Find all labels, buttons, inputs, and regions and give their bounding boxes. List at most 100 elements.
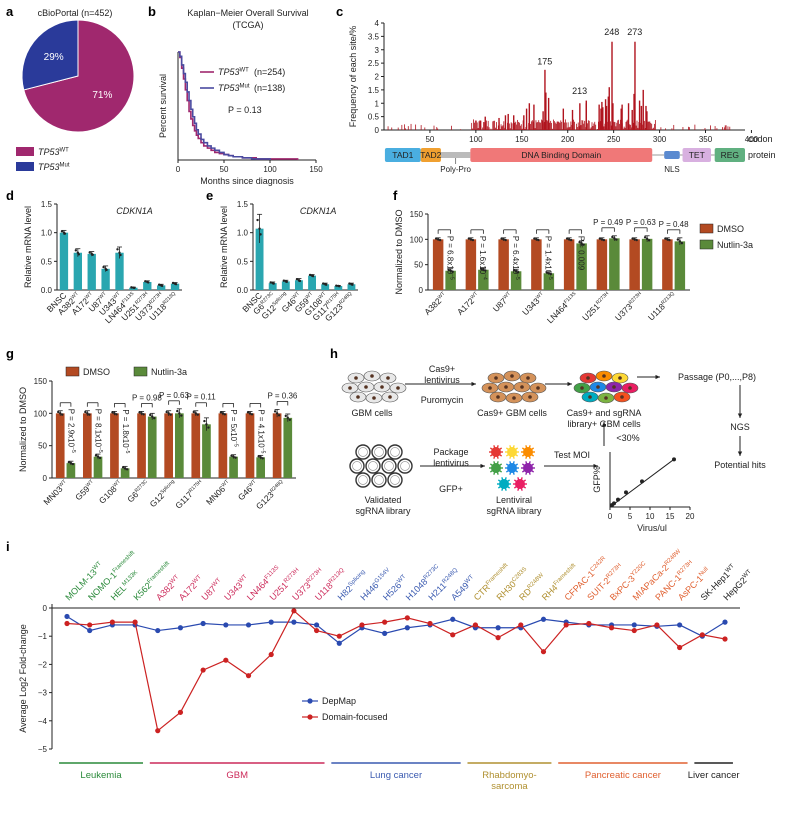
domain-block <box>714 148 745 162</box>
label-superscript: Splicing <box>159 479 176 496</box>
data-point <box>545 271 549 274</box>
data-point <box>512 269 516 272</box>
codon-bar <box>561 121 563 130</box>
panel-i-foldchange-chart: 0 −1 −2 −3 −4 −5 Average Log2 Fold-change DepMa… <box>18 548 753 792</box>
cell-nucleus <box>396 386 400 390</box>
codon-bar <box>515 121 517 130</box>
y-tick-label: −1 <box>38 632 48 641</box>
bar-dmso <box>82 413 92 478</box>
codon-bar <box>615 126 617 130</box>
scatter-point <box>616 497 620 502</box>
data-point <box>647 239 651 242</box>
bar-dmso <box>596 239 608 290</box>
x-tick-label: 5 <box>628 512 633 521</box>
bar-dmso <box>432 239 444 290</box>
pie-slice-label: 71% <box>92 90 112 101</box>
y-tick-label: 0 <box>43 474 48 483</box>
panel-label-b: b <box>148 4 156 19</box>
data-point <box>482 268 485 271</box>
bar-nutlin <box>445 270 456 290</box>
virus-body <box>515 479 525 489</box>
bar <box>321 284 330 290</box>
data-point <box>113 412 116 415</box>
data-point <box>382 630 388 636</box>
data-point <box>547 272 551 275</box>
panel-b-survival-chart: Kaplan−Meier Overall Survival (TCGA) 0 50 10… <box>158 8 323 186</box>
codon-bar <box>504 127 506 130</box>
series-line-domain-focused <box>66 609 726 732</box>
cell-nucleus <box>604 396 608 400</box>
p-value-label: P = 0.63 <box>626 218 656 227</box>
label-superscript: R248W <box>664 548 683 567</box>
codon-bar <box>598 104 600 130</box>
data-point <box>450 632 456 638</box>
data-point <box>677 622 683 628</box>
codon-bar <box>654 123 655 130</box>
codon-bar <box>562 129 564 130</box>
data-point <box>62 231 66 234</box>
data-point <box>118 251 121 254</box>
category-label: A382WT <box>422 290 449 317</box>
label-main: P = 6.4x10 <box>511 236 520 275</box>
label-superscript: R248W <box>527 572 546 591</box>
data-point <box>60 230 64 233</box>
codon-bar <box>653 127 654 130</box>
legend-label: DepMap <box>322 696 356 706</box>
codon-bar <box>500 124 502 130</box>
data-point <box>275 412 279 415</box>
bar-nutlin <box>478 269 489 290</box>
codon-bar <box>620 108 622 130</box>
label-superscript: R273H <box>676 560 693 577</box>
y-tick-label: 50 <box>414 261 423 270</box>
domain-label: TAD1 <box>392 150 413 160</box>
codon-bar <box>487 120 489 130</box>
text-line: Lentiviral <box>496 495 532 505</box>
data-point <box>537 238 540 242</box>
data-point <box>335 284 338 287</box>
category-label: U343WT <box>520 290 547 317</box>
cell-nucleus <box>528 395 532 399</box>
peak-label: 248 <box>604 27 619 37</box>
data-point <box>337 284 340 288</box>
codon-bar <box>594 121 596 130</box>
panel-c-codon-chart: 0 0.5 1 1.5 2 2.5 3 3.5 4 50 100 150 200 250 300 350 400… <box>348 19 776 174</box>
y-tick-label: 4 <box>375 19 380 28</box>
label-main: P = 4.1x10 <box>256 409 265 448</box>
label-superscript: WT <box>84 291 94 301</box>
codon-bar <box>433 125 435 130</box>
chart-title: cBioPortal (n=452) <box>38 8 113 18</box>
x-axis-label: Virus/ul <box>637 523 667 533</box>
data-point <box>98 456 102 460</box>
label-superscript: −5 <box>124 448 130 454</box>
codon-bar <box>583 123 585 130</box>
data-point <box>643 236 647 239</box>
p-value-label: P = 6.4x10−5 <box>511 236 520 280</box>
data-point <box>500 237 503 240</box>
data-point <box>602 238 606 242</box>
bar-nutlin <box>175 413 184 478</box>
codon-bar <box>514 122 516 130</box>
data-point <box>116 248 119 251</box>
plasmid-icon <box>371 472 387 488</box>
data-point <box>297 279 301 282</box>
passage-label: Passage (P0,...,P8) <box>678 372 756 382</box>
data-point <box>449 269 452 272</box>
y-tick-label: 1.5 <box>368 86 380 95</box>
data-point <box>144 280 147 283</box>
domain-block <box>420 148 441 162</box>
label-superscript: WT <box>70 291 80 301</box>
codon-bar <box>536 122 538 130</box>
y-tick-label: 1.0 <box>41 229 53 238</box>
y-tick-label: 150 <box>410 210 424 219</box>
data-point <box>146 280 149 284</box>
data-point <box>633 238 636 241</box>
codon-bar <box>410 123 412 130</box>
y-tick-label: 0 <box>375 126 380 135</box>
legend-label: DMSO <box>83 367 110 377</box>
x-axis-label: codon <box>748 134 773 144</box>
codon-bar <box>612 103 614 130</box>
data-point <box>130 286 133 289</box>
codon-bar <box>701 129 703 130</box>
data-point <box>699 632 705 638</box>
